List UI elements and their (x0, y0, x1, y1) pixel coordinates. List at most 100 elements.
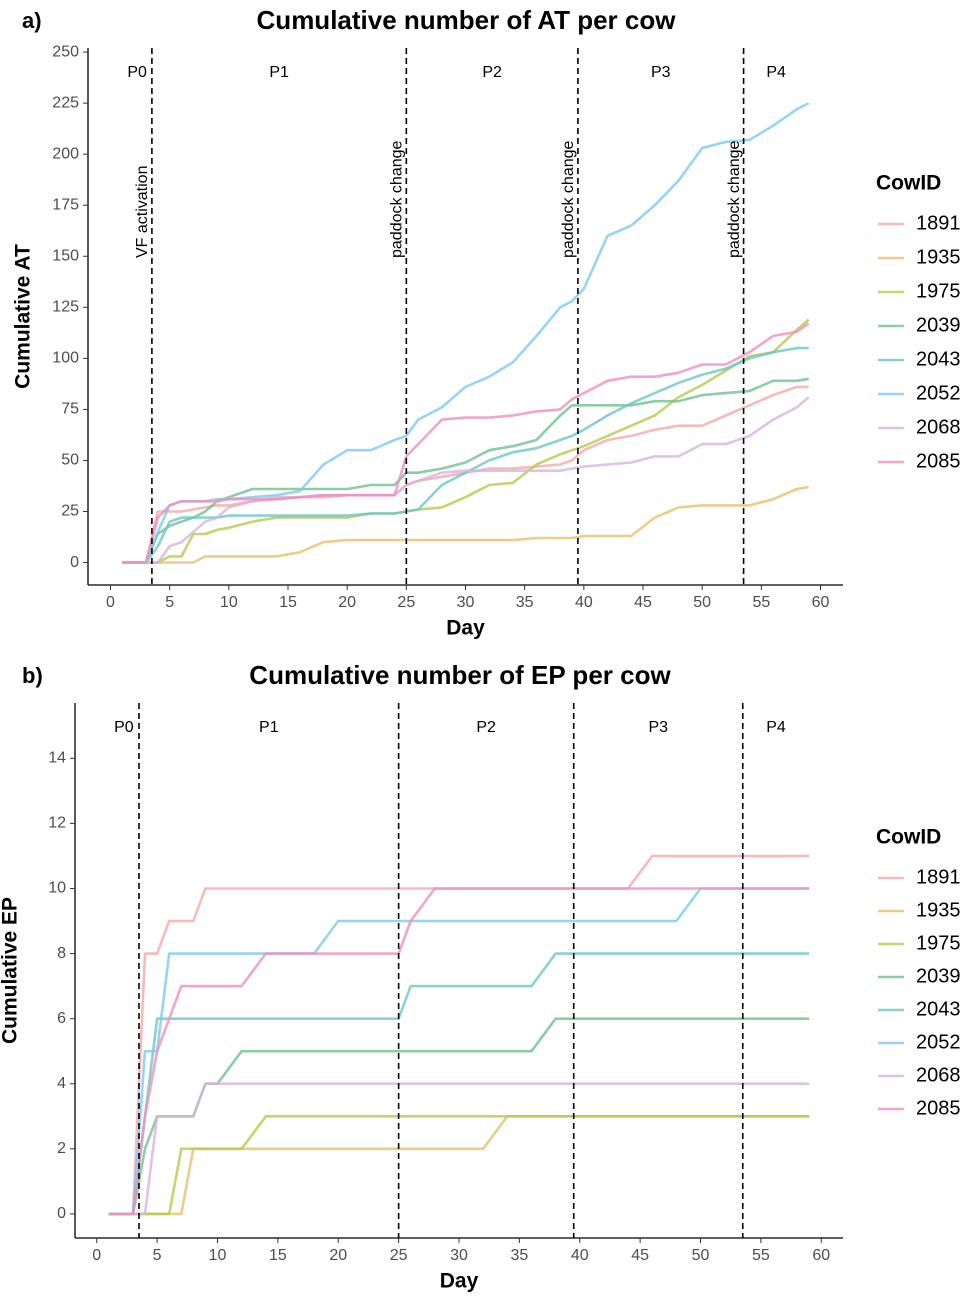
series-line (108, 887, 810, 1216)
x-tick-label: 50 (692, 1247, 710, 1264)
series-line (122, 385, 809, 564)
period-label: P0 (114, 719, 134, 736)
legend-label: 2068 (916, 1064, 961, 1086)
legend-label: 2052 (916, 1031, 961, 1053)
legend-label: 1975 (916, 280, 961, 302)
x-tick-label: 55 (752, 1247, 770, 1264)
legend-label: 2043 (916, 998, 961, 1020)
y-tick-label: 100 (52, 350, 79, 367)
legend-label: 1891 (916, 866, 961, 888)
series-line (122, 318, 810, 564)
panel-label: b) (22, 663, 43, 688)
y-tick-label: 225 (52, 94, 79, 111)
x-tick-label: 0 (106, 594, 115, 611)
legend-label: 2039 (916, 314, 961, 336)
x-tick-label: 25 (390, 1247, 408, 1264)
panel-label: a) (22, 8, 42, 33)
y-tick-label: 0 (57, 1205, 66, 1222)
y-tick-label: 4 (57, 1075, 66, 1092)
period-label: P4 (766, 64, 786, 81)
y-tick-label: 10 (48, 880, 66, 897)
x-tick-label: 55 (752, 594, 770, 611)
x-tick-label: 10 (209, 1247, 227, 1264)
y-tick-label: 175 (52, 196, 79, 213)
series-line (108, 1082, 810, 1216)
series-line (122, 396, 810, 564)
y-tick-label: 14 (48, 750, 66, 767)
legend-title: CowID (876, 172, 941, 195)
x-tick-label: 45 (631, 1247, 649, 1264)
legend-label: 2043 (916, 348, 961, 370)
period-label: P1 (259, 719, 279, 736)
x-tick-label: 5 (153, 1247, 162, 1264)
boundary-label: paddock change (560, 140, 577, 258)
x-axis-title: Day (440, 1270, 479, 1293)
boundary-label: paddock change (726, 140, 743, 258)
y-axis-title: Cumulative EP (0, 897, 22, 1044)
chart-title: Cumulative number of EP per cow (249, 660, 671, 690)
y-axis-title: Cumulative AT (12, 244, 35, 389)
x-tick-label: 15 (279, 594, 297, 611)
y-tick-label: 0 (70, 554, 79, 571)
x-tick-label: 35 (516, 594, 534, 611)
series-line (108, 1115, 810, 1216)
period-label: P2 (482, 64, 502, 81)
x-tick-label: 10 (220, 594, 238, 611)
y-tick-label: 50 (61, 452, 79, 469)
legend-label: 1935 (916, 246, 961, 268)
series-line (108, 952, 810, 1216)
series-line (122, 346, 809, 564)
boundary-label: VF activation (134, 166, 151, 258)
y-tick-label: 250 (52, 43, 79, 60)
x-tick-label: 15 (269, 1247, 287, 1264)
x-tick-label: 20 (338, 594, 356, 611)
y-tick-label: 150 (52, 247, 79, 264)
y-tick-label: 12 (48, 815, 66, 832)
legend-label: 1975 (916, 932, 961, 954)
x-tick-label: 0 (92, 1247, 101, 1264)
y-tick-label: 75 (61, 401, 79, 418)
series-line (108, 887, 810, 1216)
period-label: P1 (269, 64, 289, 81)
x-tick-label: 50 (693, 594, 711, 611)
y-tick-label: 25 (61, 503, 79, 520)
series-line (108, 854, 810, 1216)
legend-label: 2085 (916, 1097, 961, 1119)
period-label: P2 (476, 719, 496, 736)
period-label: P3 (651, 64, 671, 81)
legend-label: 1891 (916, 212, 961, 234)
x-tick-label: 40 (575, 594, 593, 611)
x-axis-title: Day (446, 617, 485, 640)
series-line (122, 377, 809, 564)
period-label: P0 (127, 64, 147, 81)
legend-label: 1935 (916, 899, 961, 921)
legend-label: 2068 (916, 416, 961, 438)
legend-label: 2052 (916, 382, 961, 404)
x-tick-label: 35 (510, 1247, 528, 1264)
y-tick-label: 125 (52, 299, 79, 316)
chart-title: Cumulative number of AT per cow (257, 5, 677, 35)
x-tick-label: 30 (457, 594, 475, 611)
x-tick-label: 60 (812, 594, 830, 611)
legend-label: 2085 (916, 450, 961, 472)
series-line (122, 101, 810, 564)
x-tick-label: 40 (571, 1247, 589, 1264)
y-tick-label: 8 (57, 945, 66, 962)
legend-title: CowID (876, 826, 941, 849)
series-line (122, 485, 809, 564)
legend-label: 2039 (916, 965, 961, 987)
x-tick-label: 30 (450, 1247, 468, 1264)
series-line (122, 322, 810, 564)
y-tick-label: 200 (52, 145, 79, 162)
x-tick-label: 20 (329, 1247, 347, 1264)
period-label: P3 (648, 719, 668, 736)
series-line (108, 1115, 810, 1216)
period-label: P4 (766, 719, 786, 736)
x-tick-label: 60 (812, 1247, 830, 1264)
y-tick-label: 6 (57, 1010, 66, 1027)
boundary-label: paddock change (389, 140, 406, 258)
x-tick-label: 45 (634, 594, 652, 611)
x-tick-label: 25 (397, 594, 415, 611)
